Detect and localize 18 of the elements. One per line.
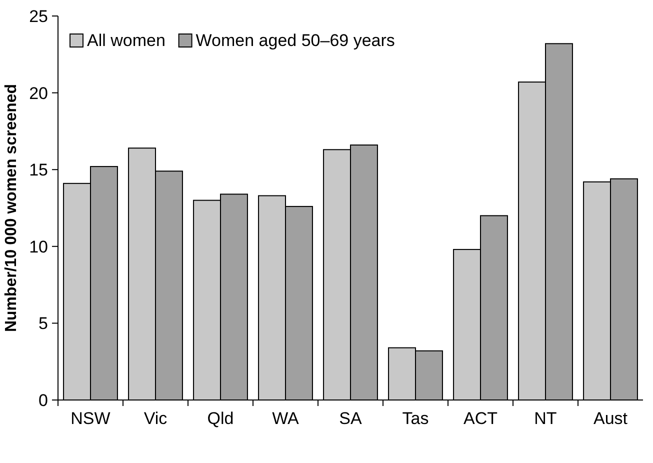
x-tick-label: WA [272,409,300,428]
x-tick-label: Tas [402,409,429,428]
x-tick-label: ACT [464,409,498,428]
y-tick-label: 20 [29,84,48,103]
y-tick-label: 15 [29,160,48,180]
x-tick-label: Qld [207,409,234,428]
legend-label: All women [87,31,166,50]
x-tick-label: SA [339,409,362,428]
x-tick-label: NT [534,409,557,428]
y-axis-title: Number/10 000 women screened [3,84,20,332]
y-tick-label: 0 [38,390,48,410]
legend-label: Women aged 50–69 years [196,31,395,50]
x-tick-label: Vic [144,409,168,428]
x-tick-label: Aust [593,409,628,428]
y-tick-label: 10 [29,237,48,256]
y-tick-label: 25 [29,6,48,26]
x-tick-label: NSW [70,409,110,428]
y-tick-label: 5 [38,314,48,334]
